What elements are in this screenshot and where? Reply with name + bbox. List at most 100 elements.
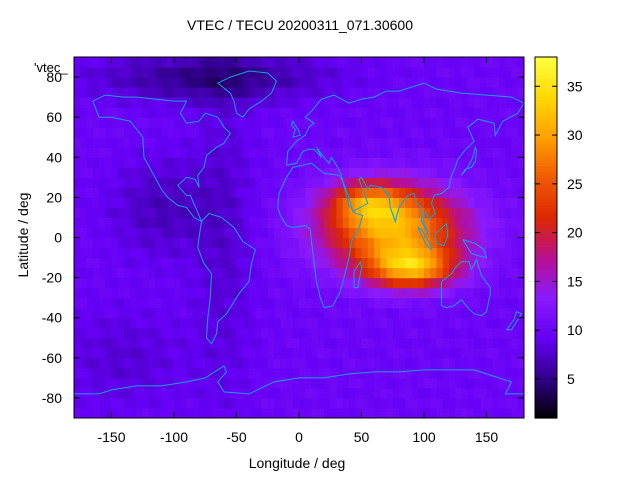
heatmap-cell: [505, 157, 513, 168]
heatmap-cell: [386, 317, 394, 329]
heatmap-cell: [180, 397, 188, 409]
colorbar-cell: [535, 282, 557, 287]
heatmap-cell: [286, 337, 294, 349]
heatmap-cell: [86, 177, 94, 188]
heatmap-cell: [217, 237, 225, 249]
heatmap-cell: [442, 67, 450, 78]
heatmap-cell: [492, 67, 500, 78]
heatmap-cell: [361, 147, 369, 158]
heatmap-cell: [430, 357, 438, 369]
heatmap-cell: [117, 107, 125, 118]
heatmap-cell: [324, 277, 331, 289]
heatmap-cell: [255, 267, 263, 279]
heatmap-cell: [342, 287, 350, 299]
heatmap-cell: [342, 327, 350, 339]
heatmap-cell: [149, 87, 156, 98]
heatmap-cell: [480, 217, 488, 229]
heatmap-cell: [217, 147, 225, 158]
heatmap-cell: [324, 107, 331, 118]
heatmap-cell: [74, 107, 81, 118]
heatmap-cell: [317, 377, 325, 389]
heatmap-cell: [449, 137, 456, 148]
heatmap-cell: [242, 357, 250, 369]
heatmap-cell: [430, 57, 438, 68]
heatmap-cell: [142, 177, 150, 188]
heatmap-cell: [267, 137, 275, 148]
heatmap-cell: [386, 97, 394, 108]
heatmap-cell: [142, 77, 150, 88]
coastline-madagascar: [353, 260, 363, 289]
heatmap-cell: [274, 397, 281, 409]
heatmap-cell: [117, 87, 125, 98]
heatmap-cell: [180, 307, 188, 319]
heatmap-cell: [74, 67, 81, 78]
heatmap-cell: [436, 107, 444, 118]
heatmap-cell: [374, 347, 381, 359]
coastline-uk: [290, 120, 301, 138]
colorbar-cell: [535, 120, 557, 124]
heatmap-cell: [392, 377, 400, 389]
heatmap-cell: [455, 77, 463, 88]
x-axis: -150 -100 -50 0 50 100 150: [97, 57, 498, 445]
x-tick-label: -50: [226, 429, 246, 445]
heatmap-cell: [130, 327, 138, 339]
heatmap-cell: [367, 207, 375, 219]
heatmap-cell: [255, 127, 263, 138]
heatmap-cell: [380, 357, 388, 369]
heatmap-cell: [130, 107, 138, 118]
heatmap-cell: [386, 187, 394, 198]
heatmap-cell: [80, 137, 88, 148]
heatmap-cell: [355, 67, 363, 78]
heatmap-cell: [449, 127, 456, 138]
heatmap-cell: [261, 97, 269, 108]
heatmap-cell: [449, 247, 456, 259]
heatmap-cell: [361, 107, 369, 118]
heatmap-cell: [436, 387, 444, 399]
heatmap-cell: [217, 327, 225, 339]
heatmap-cell: [180, 107, 188, 118]
heatmap-cell: [442, 297, 450, 309]
heatmap-cell: [442, 387, 450, 399]
heatmap-cell: [517, 127, 524, 138]
heatmap-cell: [249, 387, 256, 399]
colorbar-cell: [535, 114, 557, 118]
heatmap-cell: [74, 337, 81, 349]
heatmap-cell: [474, 57, 481, 68]
heatmap-cell: [111, 67, 119, 78]
heatmap-cell: [136, 327, 144, 339]
heatmap-cell: [336, 67, 344, 78]
heatmap-cell: [280, 187, 288, 198]
heatmap-cell: [355, 347, 363, 359]
heatmap-cell: [367, 127, 375, 138]
heatmap-cell: [449, 117, 456, 128]
heatmap-cell: [349, 217, 356, 229]
heatmap-cell: [167, 267, 175, 279]
heatmap-cell: [230, 317, 238, 329]
heatmap-cell: [199, 307, 206, 319]
heatmap-cell: [486, 347, 494, 359]
heatmap-cell: [430, 247, 438, 259]
heatmap-cell: [417, 197, 425, 209]
heatmap-cell: [317, 217, 325, 229]
heatmap-cell: [505, 277, 513, 289]
heatmap-cell: [111, 247, 119, 259]
heatmap-cell: [86, 407, 94, 418]
heatmap-cell: [299, 347, 306, 359]
heatmap-cell: [361, 247, 369, 259]
heatmap-cell: [411, 117, 419, 128]
heatmap-cell: [480, 107, 488, 118]
heatmap-cell: [224, 357, 231, 369]
heatmap-cell: [174, 147, 181, 158]
heatmap-cell: [467, 107, 475, 118]
heatmap-cell: [467, 237, 475, 249]
heatmap-cell: [455, 237, 463, 249]
heatmap-cell: [111, 107, 119, 118]
heatmap-cell: [192, 117, 200, 128]
heatmap-cell: [367, 217, 375, 229]
heatmap-cell: [80, 317, 88, 329]
heatmap-cell: [486, 57, 494, 68]
heatmap-cell: [430, 337, 438, 349]
heatmap-cell: [442, 277, 450, 289]
heatmap-cell: [249, 287, 256, 299]
heatmap-cell: [74, 277, 81, 289]
